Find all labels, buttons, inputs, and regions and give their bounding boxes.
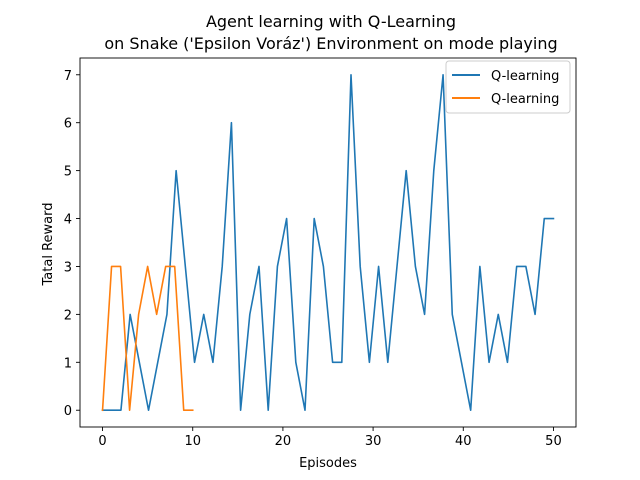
series-line-1 <box>101 73 555 412</box>
y-tick-label-2: 2 <box>64 308 72 323</box>
chart-title-line-2: on Snake ('Epsilon Voráz') Environment o… <box>104 34 557 53</box>
chart-title-line-1: Agent learning with Q-Learning <box>206 12 456 31</box>
y-tick-label-6: 6 <box>64 117 72 132</box>
series-line-2 <box>101 265 194 412</box>
x-tick-label-30: 30 <box>365 434 382 449</box>
y-tick-label-4: 4 <box>64 213 72 228</box>
y-tick-label-3: 3 <box>64 260 72 275</box>
x-tick-label-10: 10 <box>184 434 201 449</box>
x-tick-label-0: 0 <box>98 434 106 449</box>
axes-frame <box>79 57 577 428</box>
legend-label-series-2: Q-learning <box>491 92 559 107</box>
y-tick-label-7: 7 <box>64 69 72 84</box>
y-tick-label-5: 5 <box>64 165 72 180</box>
x-tick-label-50: 50 <box>545 434 562 449</box>
y-tick-label-0: 0 <box>64 404 72 419</box>
x-tick-label-20: 20 <box>275 434 292 449</box>
y-axis-label: Tatal Reward <box>41 203 56 287</box>
x-axis-label: Episodes <box>299 456 357 471</box>
legend-label-series-1: Q-learning <box>491 69 559 84</box>
legend: Q-learning Q-learning <box>445 60 571 114</box>
plot-area: 0 10 20 30 40 50 0 1 2 3 4 5 6 7 <box>64 57 577 449</box>
y-tick-label-1: 1 <box>64 356 72 371</box>
x-tick-label-40: 40 <box>455 434 472 449</box>
